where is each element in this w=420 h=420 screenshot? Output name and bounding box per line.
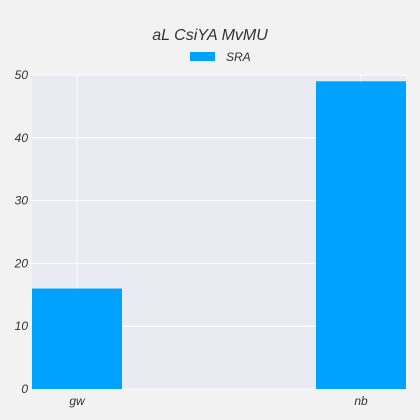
y-tick-label: 50 [15,68,29,82]
legend-label-sra: SRA [226,50,251,64]
bars [32,81,406,389]
bar-gw [32,288,122,389]
legend: SRA [190,50,251,64]
x-axis-ticks: gw nb [69,394,368,408]
x-tick-label-nb: nb [354,394,368,408]
y-tick-label: 40 [15,131,29,145]
y-tick-label: 10 [15,319,29,333]
y-tick-label: 30 [15,194,29,208]
y-axis-ticks: 0 10 20 30 40 50 [14,68,29,396]
legend-swatch-sra [190,52,215,61]
x-tick-label-gw: gw [69,394,86,408]
chart-title: aL CsiYA MvMU [152,27,268,44]
bar-nb [316,81,406,389]
y-tick-label: 0 [21,382,28,396]
y-tick-label: 20 [14,256,29,270]
